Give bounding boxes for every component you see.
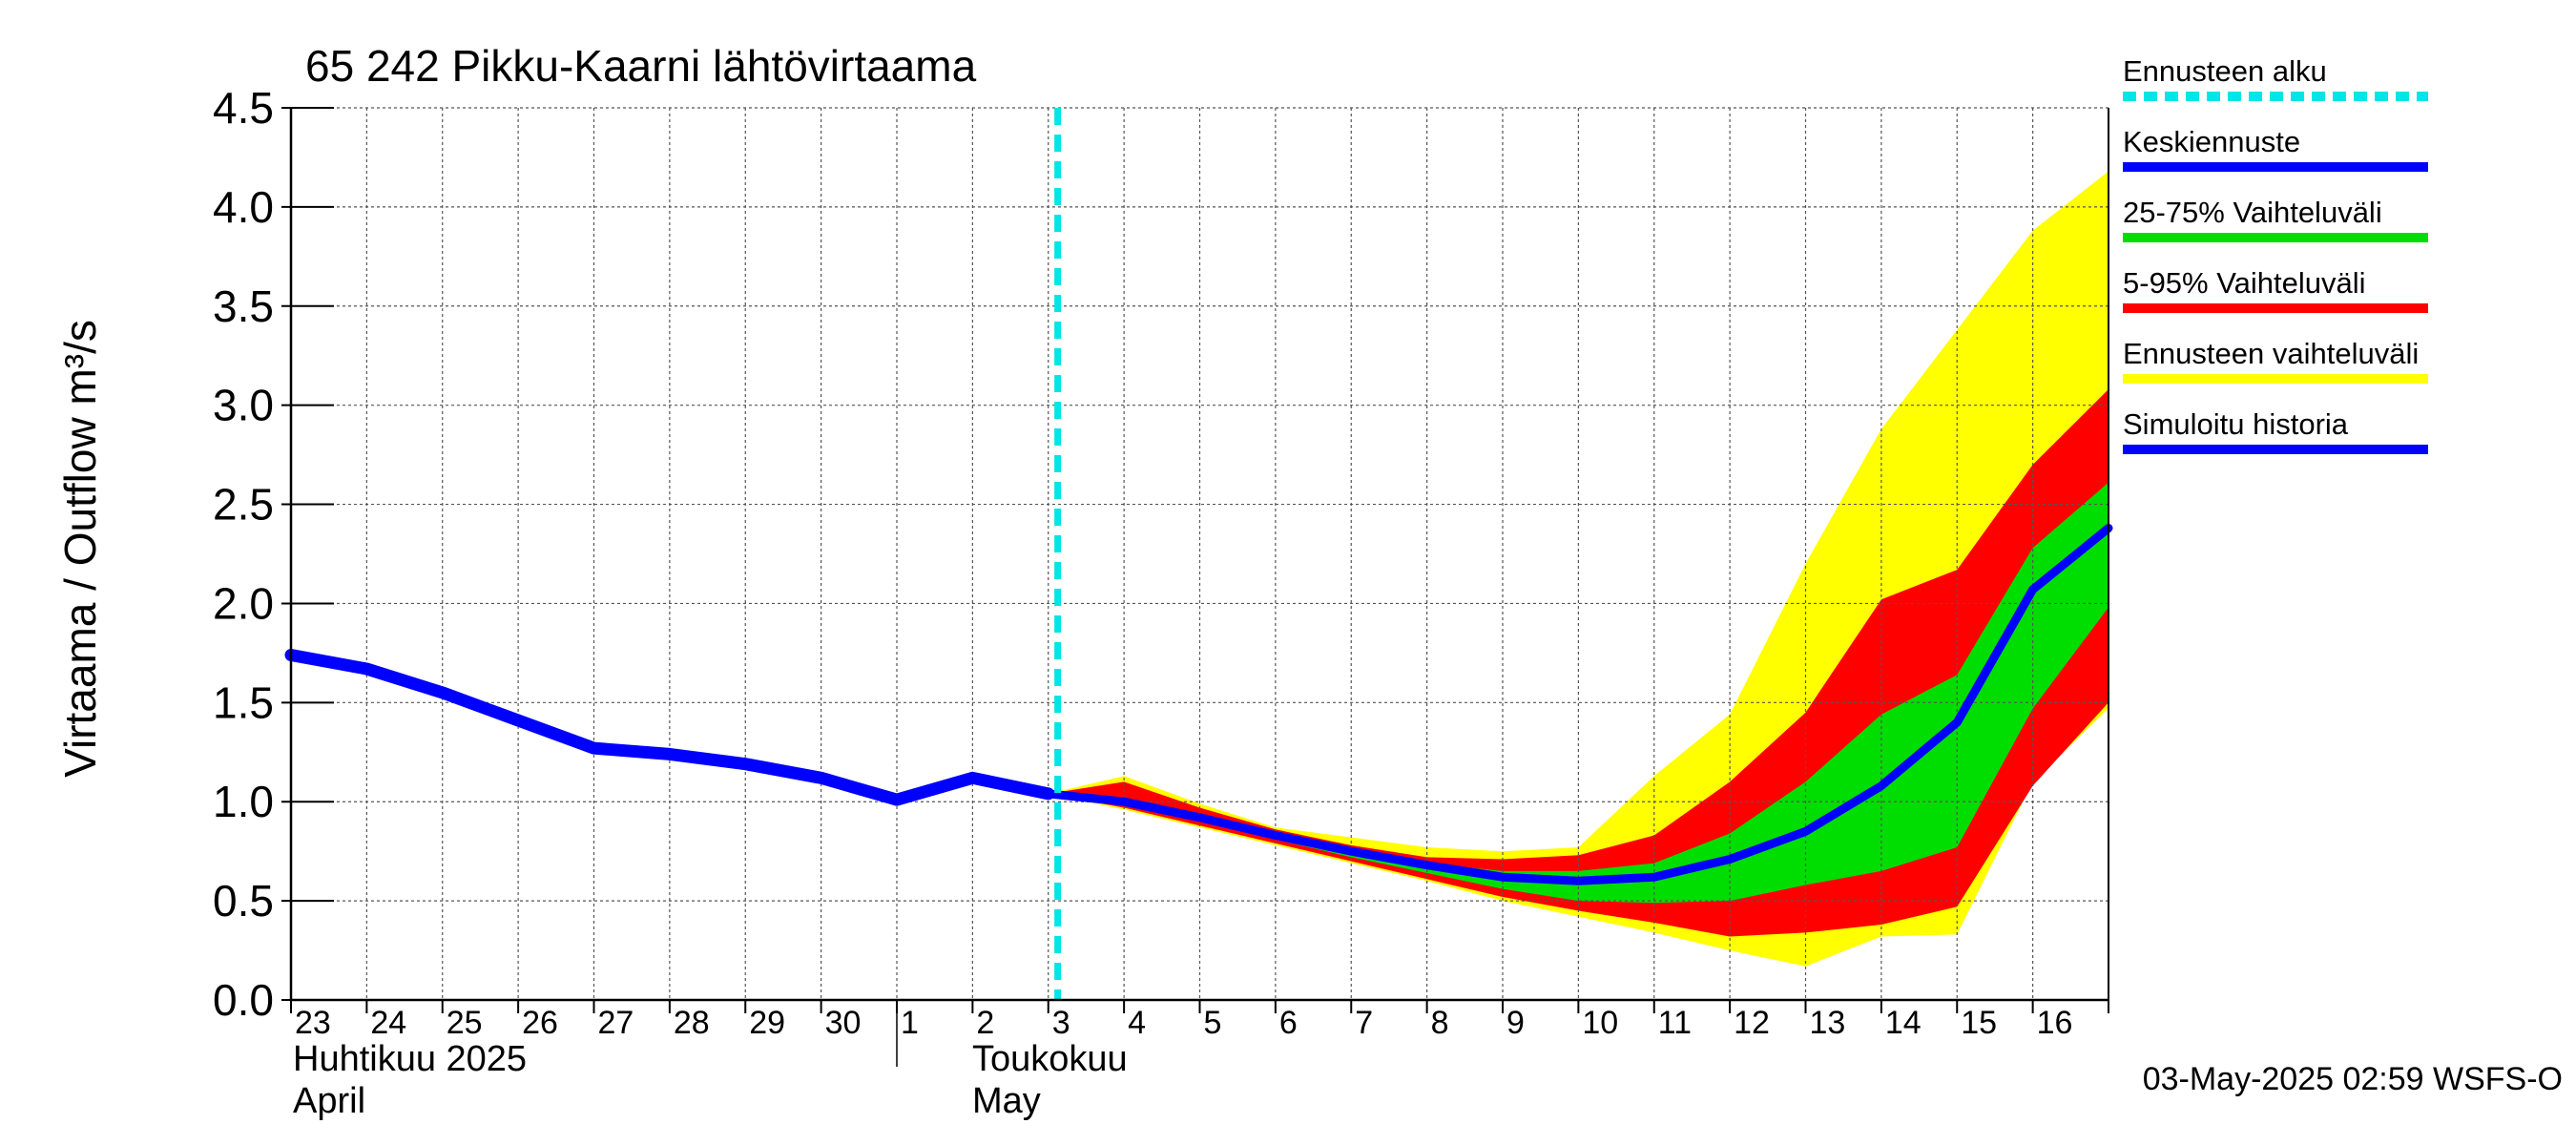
chart-title: 65 242 Pikku-Kaarni lähtövirtaama: [305, 41, 977, 91]
x-tick-label: 24: [370, 1005, 406, 1041]
x-tick-label: 9: [1506, 1005, 1525, 1041]
legend-label: Ennusteen alku: [2123, 54, 2327, 88]
series-line-0: [284, 649, 1055, 806]
month-label-may-en: May: [972, 1081, 1041, 1121]
x-tick-label: 7: [1355, 1005, 1373, 1041]
x-tick-label: 26: [522, 1005, 558, 1041]
x-tick-label: 30: [825, 1005, 862, 1041]
x-tick-label: 4: [1128, 1005, 1146, 1041]
month-label-april-fi: Huhtikuu 2025: [293, 1039, 527, 1079]
x-tick-label: 15: [1961, 1005, 1997, 1041]
y-tick-label: 2.0: [213, 578, 274, 628]
y-tick-label: 2.5: [213, 480, 274, 530]
y-axis-label: Virtaama / Outflow m³/s: [55, 320, 105, 778]
legend-label: Simuloitu historia: [2123, 407, 2349, 441]
x-tick-label: 1: [901, 1005, 919, 1041]
y-tick-label: 4.0: [213, 182, 274, 232]
x-tick-label: 28: [674, 1005, 710, 1041]
y-tick-label: 0.5: [213, 876, 274, 926]
y-tick-label: 4.5: [213, 83, 274, 133]
flow-lines: [284, 524, 2113, 885]
x-tick-label: 11: [1658, 1005, 1692, 1041]
x-tick-label: 23: [295, 1005, 331, 1041]
x-tick-label: 25: [447, 1005, 483, 1041]
series-line-1: [1044, 524, 2113, 885]
x-tick-label: 27: [598, 1005, 634, 1041]
axes: [281, 107, 2109, 1067]
x-tick-label: 16: [2037, 1005, 2073, 1041]
x-tick-label: 13: [1810, 1005, 1846, 1041]
x-tick-label: 14: [1885, 1005, 1922, 1041]
x-tick-label: 6: [1279, 1005, 1298, 1041]
x-tick-label: 29: [749, 1005, 785, 1041]
month-label-april-en: April: [293, 1081, 365, 1121]
band-2: [1048, 482, 2109, 904]
y-tick-label: 3.5: [213, 281, 274, 331]
month-label-may-fi: Toukokuu: [972, 1039, 1128, 1079]
legend-label: Keskiennuste: [2123, 125, 2300, 158]
x-tick-label: 2: [976, 1005, 994, 1041]
footer-timestamp: 03-May-2025 02:59 WSFS-O: [2143, 1061, 2563, 1097]
x-tick-label: 8: [1431, 1005, 1449, 1041]
y-tick-label: 3.0: [213, 381, 274, 430]
x-tick-label: 3: [1052, 1005, 1070, 1041]
x-tick-label: 5: [1204, 1005, 1222, 1041]
x-tick-labels: 23 24 25 26 27 28 29 30 1 2 3 4 5 6 7 8 9 10 11 12 13 14 15 16: [295, 1005, 2072, 1041]
y-tick-label: 0.0: [213, 975, 274, 1025]
legend-label: 5-95% Vaihteluväli: [2123, 266, 2365, 300]
forecast-bands: [1048, 171, 2109, 967]
y-tick-labels: 0.0 0.5 1.0 1.5 2.0 2.5 3.0 3.5 4.0 4.5: [213, 83, 274, 1025]
legend-label: 25-75% Vaihteluväli: [2123, 196, 2382, 229]
y-tick-label: 1.0: [213, 777, 274, 826]
x-tick-label: 12: [1734, 1005, 1770, 1041]
x-tick-label: 10: [1582, 1005, 1618, 1041]
legend-label: Ennusteen vaihteluväli: [2123, 337, 2419, 370]
legend: Ennusteen alku Keskiennuste 25-75% Vaihtel…: [2123, 54, 2428, 454]
y-tick-label: 1.5: [213, 677, 274, 727]
